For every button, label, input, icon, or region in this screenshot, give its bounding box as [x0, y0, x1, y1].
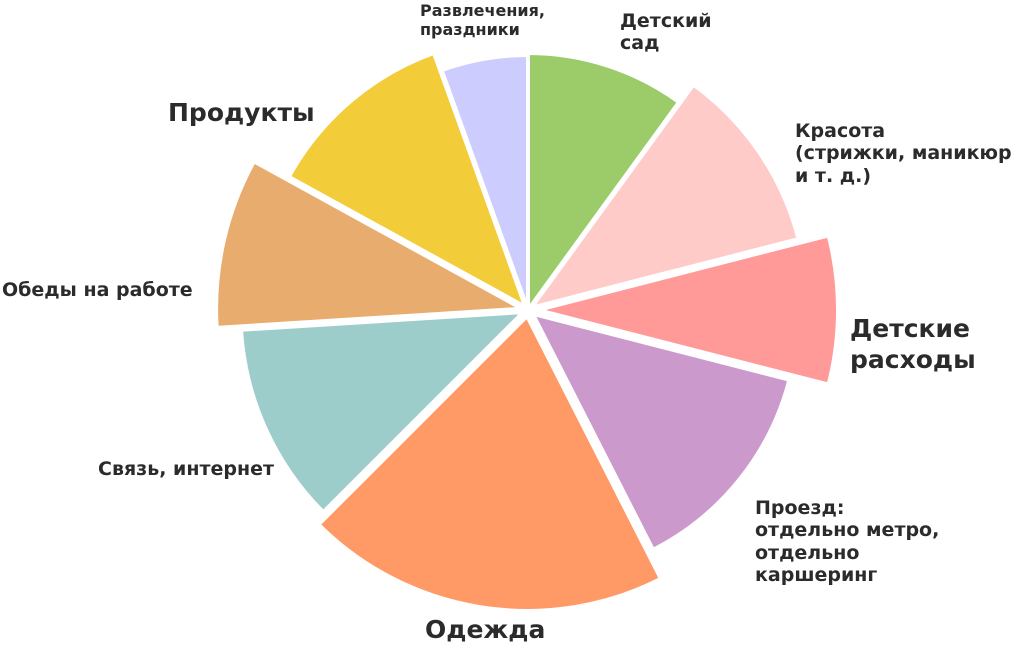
label-entertainment: Развлечения, праздники: [420, 1, 545, 39]
slice-clothes: [316, 313, 663, 613]
slice-transport: [530, 311, 792, 552]
slice-beauty: [529, 82, 801, 310]
slice-lunch: [214, 159, 525, 330]
slice-kids-expenses: [536, 233, 840, 387]
label-beauty: Красота (стрижки, маникюр и т. д.): [795, 120, 1012, 187]
label-clothes: Одежда: [425, 615, 546, 644]
label-internet: Связь, интернет: [98, 458, 275, 480]
label-food: Продукты: [168, 98, 315, 127]
slice-food: [286, 50, 528, 309]
slice-kindergarten: [526, 51, 682, 312]
label-transport: Проезд: отдельно метро, отдельно каршеринг: [755, 497, 940, 587]
label-kindergarten: Детский сад: [620, 10, 712, 55]
label-lunch: Обеды на работе: [2, 279, 193, 301]
slice-internet: [239, 310, 526, 515]
slice-entertainment: [439, 53, 530, 312]
label-kids-expenses: Детские расходы: [850, 314, 976, 375]
